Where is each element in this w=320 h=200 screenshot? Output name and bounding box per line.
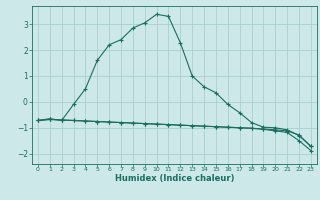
X-axis label: Humidex (Indice chaleur): Humidex (Indice chaleur) bbox=[115, 174, 234, 183]
